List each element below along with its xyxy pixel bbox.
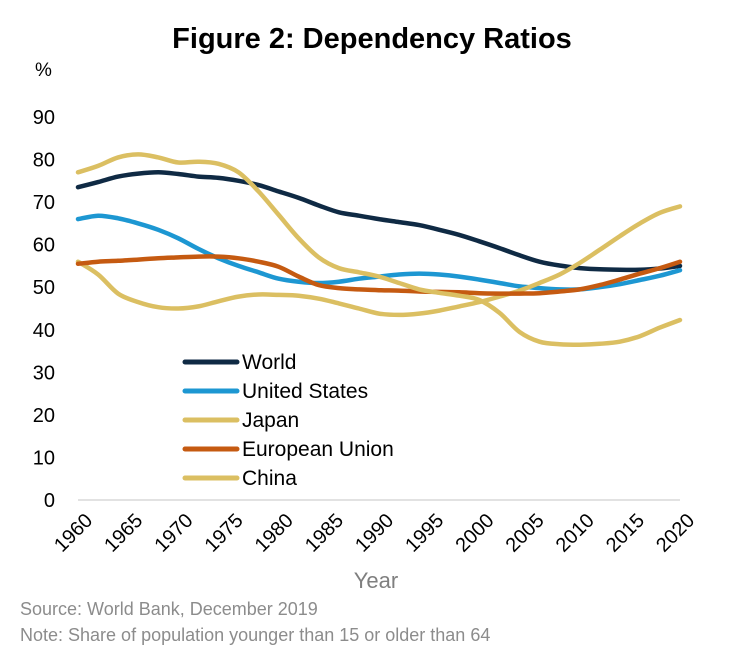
x-tick-label: 1965 <box>100 510 147 557</box>
x-tick-label: 1985 <box>301 510 348 557</box>
x-tick-label: 1990 <box>351 510 398 557</box>
series-line-world <box>75 170 683 273</box>
y-tick-label: 40 <box>33 320 55 342</box>
y-tick-label: 60 <box>33 235 55 257</box>
x-tick-label: 1970 <box>150 510 197 557</box>
footnote: Note: Share of population younger than 1… <box>20 625 491 645</box>
legend: World United States Japan European Union Chi… <box>182 351 394 490</box>
y-tick-label: 20 <box>33 405 55 427</box>
x-tick-label: 1995 <box>401 510 448 557</box>
y-tick-label: 30 <box>33 362 55 384</box>
dependency-ratio-chart: Figure 2: Dependency Ratios % 0 10 20 30 40 5… <box>33 23 699 593</box>
series-line-china <box>75 152 683 347</box>
x-tick-label: 2005 <box>502 510 549 557</box>
chart-title: Figure 2: Dependency Ratios <box>172 23 572 55</box>
legend-label-united-states: United States <box>242 380 368 403</box>
legend-label-japan: Japan <box>242 409 299 432</box>
source-note: Source: World Bank, December 2019 <box>20 599 318 619</box>
x-tick-label: 1975 <box>201 510 248 557</box>
x-tick-label: 2015 <box>602 510 649 557</box>
x-tick-label: 1960 <box>50 510 97 557</box>
x-tick-label: 1980 <box>251 510 298 557</box>
series-line-japan <box>75 204 683 318</box>
legend-label-world: World <box>242 351 296 374</box>
x-tick-label: 2000 <box>451 510 498 557</box>
legend-label-china: China <box>242 467 297 490</box>
legend-label-european-union: European Union <box>242 438 394 461</box>
series-lines <box>75 152 683 347</box>
y-tick-label: 80 <box>33 150 55 172</box>
y-tick-label: 50 <box>33 277 55 299</box>
x-tick-label: 2020 <box>652 510 699 557</box>
y-tick-label: 10 <box>33 447 55 469</box>
x-tick-label: 2010 <box>552 510 599 557</box>
y-tick-label: 90 <box>33 107 55 129</box>
y-axis-ticks: 0 10 20 30 40 50 60 70 80 90 <box>33 107 55 512</box>
series-line-european-union <box>75 254 683 296</box>
y-tick-label: 0 <box>44 490 55 512</box>
x-axis-ticks: 1960 1965 1970 1975 1980 1985 1990 1995 2000 2005… <box>50 510 699 557</box>
y-unit-label: % <box>35 60 52 81</box>
x-axis-label: Year <box>354 568 398 593</box>
y-tick-label: 70 <box>33 192 55 214</box>
